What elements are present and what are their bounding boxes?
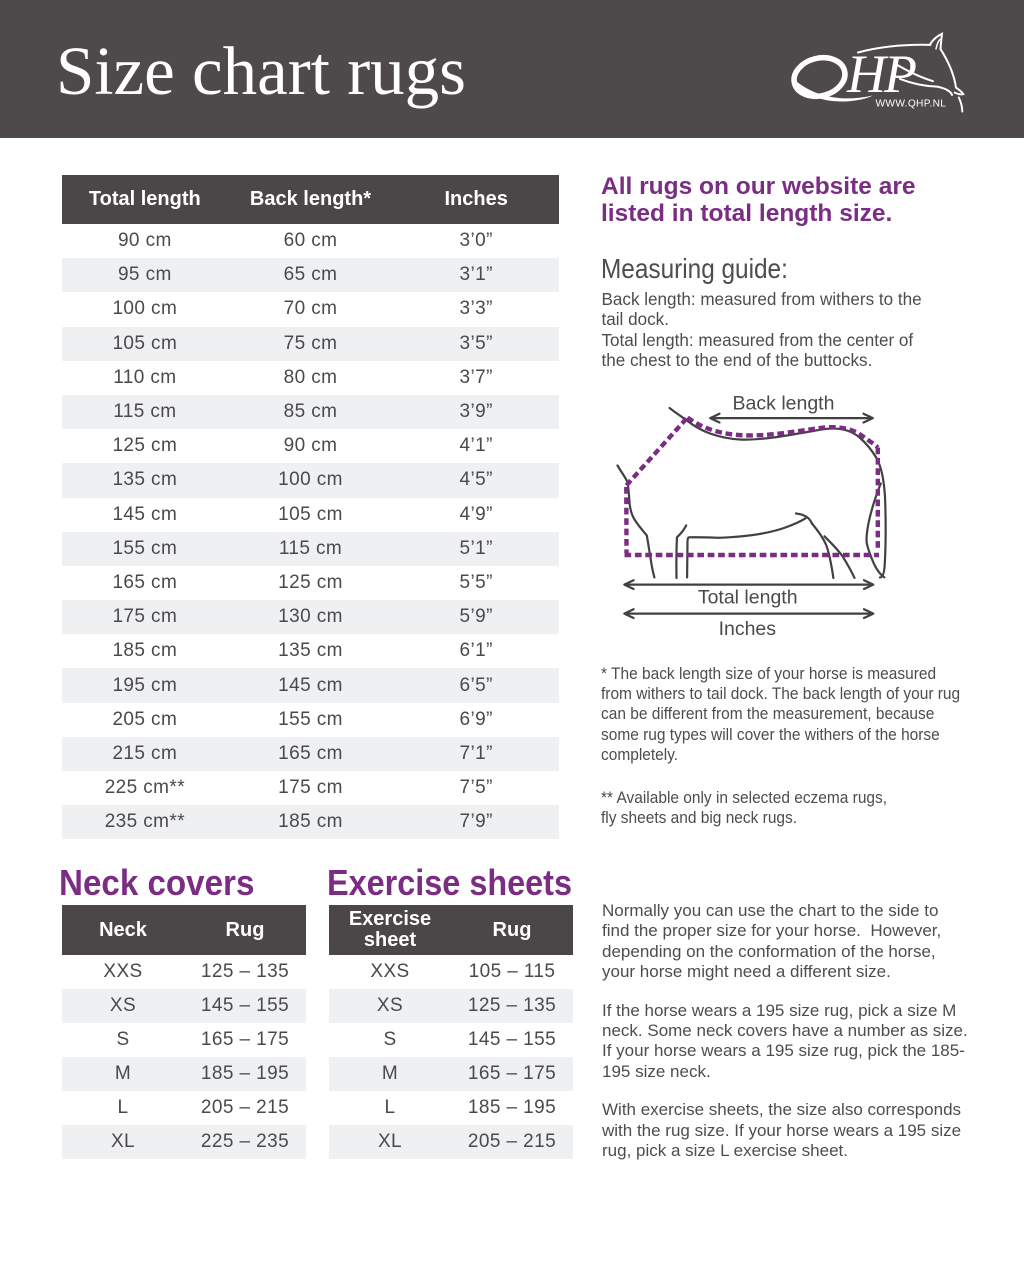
svg-text:Total length: Total length <box>698 587 798 609</box>
svg-text:HP: HP <box>846 44 916 104</box>
svg-text:Inches: Inches <box>719 618 777 640</box>
svg-text:Back length: Back length <box>733 392 835 414</box>
svg-text:WWW.QHP.NL: WWW.QHP.NL <box>876 98 947 109</box>
